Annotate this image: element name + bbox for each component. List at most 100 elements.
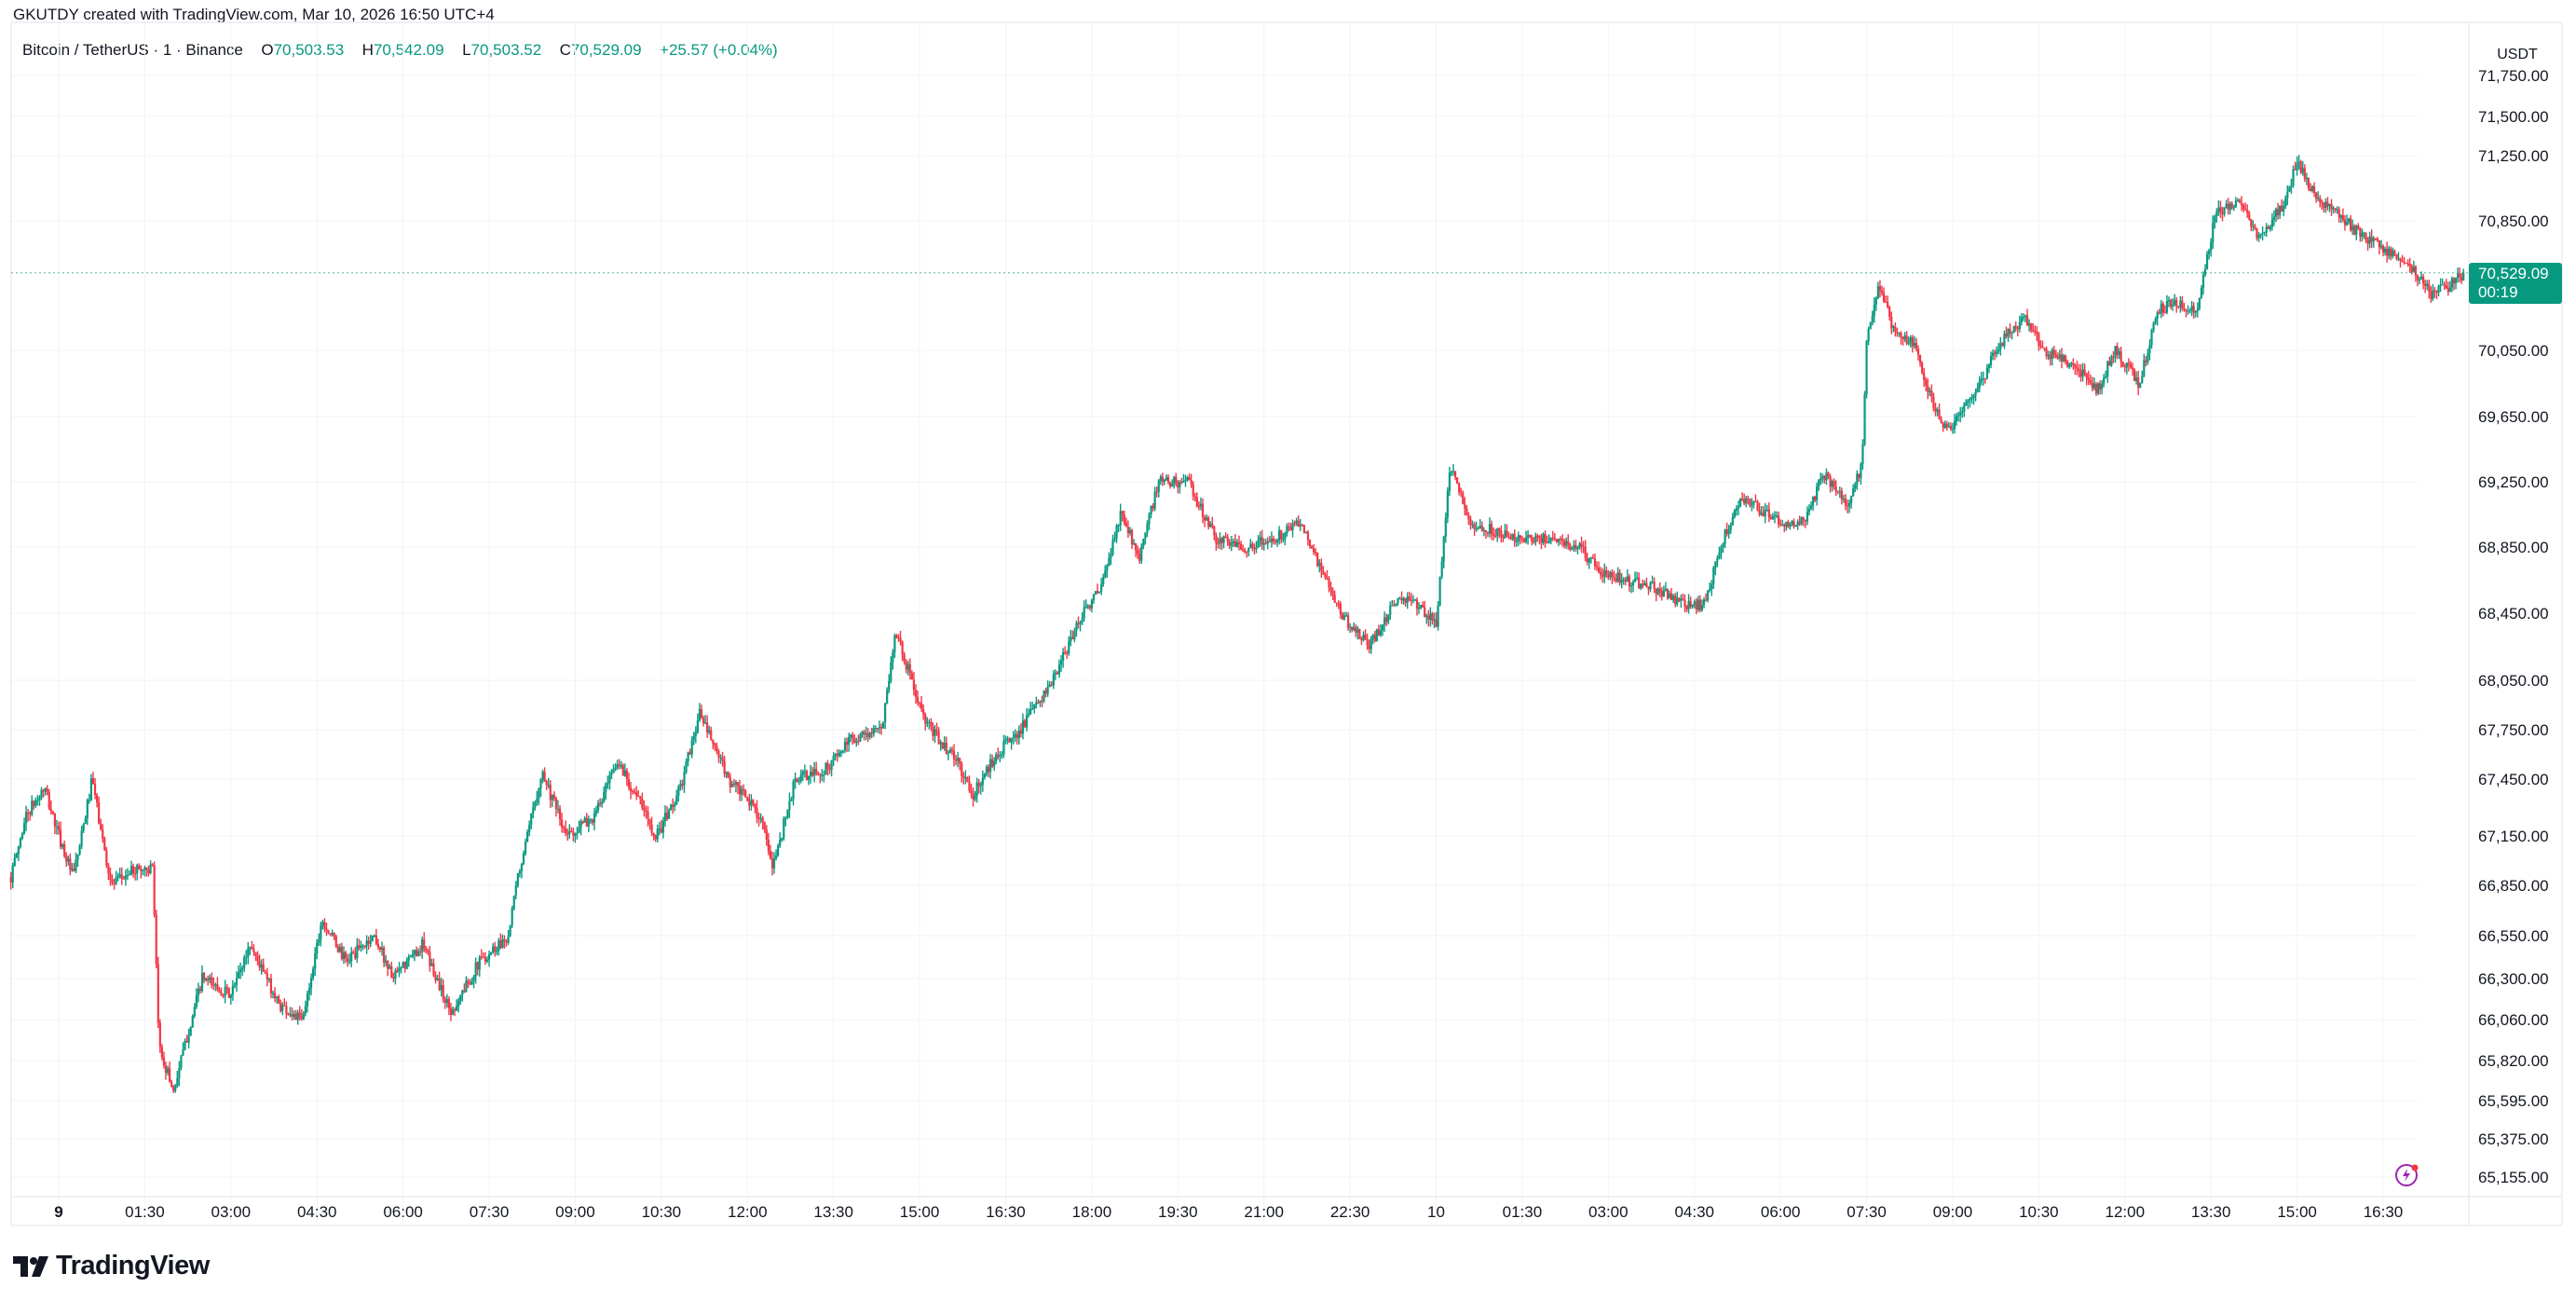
candle-body: [1446, 490, 1449, 518]
candle-body: [1479, 526, 1481, 528]
candle-body: [603, 791, 606, 802]
candle-body: [131, 866, 135, 874]
candle-body: [340, 947, 344, 959]
candle-body: [1615, 578, 1617, 582]
tradingview-logo[interactable]: TradingView: [13, 1251, 210, 1281]
candle-body: [1816, 486, 1819, 501]
candle-body: [1733, 510, 1736, 517]
candle-body: [318, 939, 320, 943]
lightning-bolt-icon[interactable]: [2394, 1163, 2419, 1187]
candle-body: [2158, 312, 2160, 314]
candle-body: [2183, 308, 2186, 310]
candle-body: [1865, 340, 1868, 395]
candle-body: [861, 732, 864, 735]
candle-body: [1425, 615, 1428, 618]
candle-body: [1471, 524, 1474, 526]
candle-body: [2456, 273, 2460, 279]
candle-body: [1195, 497, 1198, 507]
candle-body: [432, 963, 435, 976]
candle-body: [1050, 684, 1053, 686]
price-tick-label: 71,750.00: [2478, 67, 2549, 85]
candle-body: [1152, 505, 1154, 509]
candle-body: [1190, 480, 1193, 485]
candle-body: [2092, 383, 2096, 389]
candle-body: [2296, 163, 2298, 171]
candle-body: [1124, 523, 1127, 527]
currency-unit-label[interactable]: USDT: [2497, 47, 2538, 62]
candle-body: [784, 817, 787, 819]
candle-body: [1272, 538, 1275, 541]
candle-body: [1119, 511, 1122, 526]
candle-body: [1123, 514, 1125, 524]
candle-body: [1794, 525, 1797, 527]
candle-body: [2445, 285, 2447, 289]
candle-body: [683, 772, 686, 786]
candle-body: [2368, 236, 2371, 244]
candle-body: [1901, 337, 1904, 340]
candle-body: [1660, 591, 1663, 596]
candle-body: [558, 808, 562, 820]
candle-body: [1814, 496, 1817, 501]
candle-body: [2200, 288, 2203, 298]
candle-body: [1138, 554, 1141, 561]
candle-body: [109, 873, 112, 880]
candle-body: [1395, 603, 1397, 607]
candle-body: [834, 754, 837, 757]
candle-body: [1146, 524, 1149, 533]
candle-body: [1811, 496, 1815, 506]
candle-body: [1029, 708, 1032, 714]
candle-body: [2303, 168, 2306, 180]
candle-body: [1293, 523, 1296, 525]
candle-body: [970, 790, 973, 794]
candle-body: [635, 791, 638, 796]
candle-body: [813, 768, 816, 775]
candle-body: [243, 957, 246, 968]
candle-body: [360, 946, 362, 949]
candle-body: [1611, 572, 1614, 578]
candle-body: [421, 939, 424, 952]
candle-body: [1760, 513, 1763, 515]
candle-body: [821, 774, 824, 776]
candle-body: [346, 958, 349, 962]
candle-body: [1578, 542, 1581, 548]
candle-body: [296, 1012, 299, 1020]
candle-body: [1890, 316, 1893, 328]
candle-body: [2014, 325, 2017, 328]
candle-body: [966, 777, 969, 782]
candle-body: [2058, 354, 2062, 359]
candle-body: [1711, 583, 1713, 589]
candle-body: [1205, 517, 1208, 521]
candle-body: [2341, 214, 2344, 220]
candle-body: [1021, 720, 1025, 734]
candle-body: [373, 935, 375, 937]
candle-body: [1179, 481, 1181, 487]
candle-body: [985, 766, 988, 774]
candle-body: [536, 798, 538, 803]
candle-body: [532, 807, 535, 814]
candle-body: [225, 987, 228, 989]
candle-body: [2009, 329, 2011, 334]
candle-body: [2212, 222, 2215, 242]
candle-body: [937, 731, 940, 745]
time-tick-label: 15:00: [900, 1203, 940, 1221]
candle-body: [1689, 600, 1692, 608]
candle-body: [2272, 216, 2276, 220]
candle-body: [1299, 524, 1302, 527]
candle-body: [868, 733, 871, 738]
candle-body: [1193, 496, 1196, 498]
candle-body: [1452, 471, 1455, 472]
candle-body: [36, 800, 39, 801]
candle-body: [166, 1068, 170, 1074]
symbol-title[interactable]: Bitcoin / TetherUS · 1 · Binance: [22, 41, 243, 59]
candle-body: [568, 830, 571, 835]
candle-body: [1184, 479, 1187, 481]
time-tick-label: 04:30: [297, 1203, 337, 1221]
candle-body: [1222, 536, 1225, 543]
candle-body: [1482, 529, 1485, 531]
candle-body: [1217, 543, 1220, 545]
candle-body: [1789, 525, 1792, 527]
candle-body: [2462, 272, 2465, 281]
candle-body: [2169, 299, 2173, 307]
candle-body: [2101, 383, 2104, 390]
